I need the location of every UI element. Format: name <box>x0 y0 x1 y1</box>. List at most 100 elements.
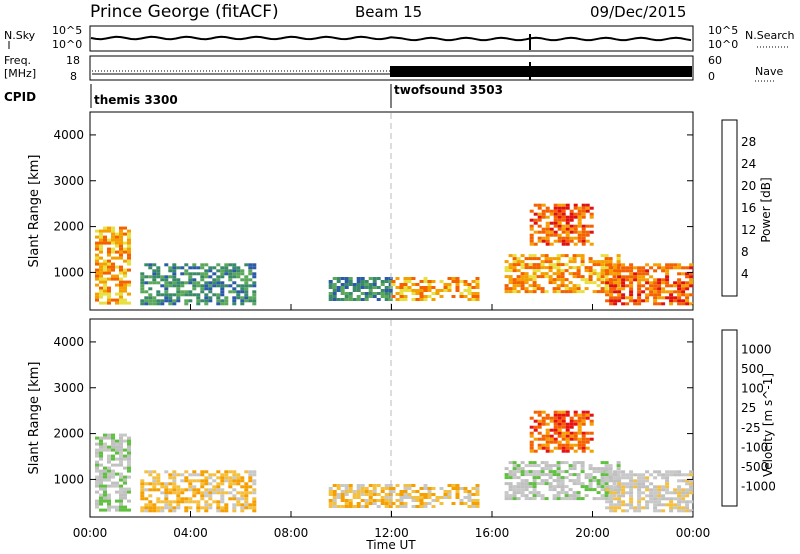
range-cell <box>637 506 642 510</box>
range-cell <box>556 272 561 276</box>
range-cell <box>192 278 197 282</box>
range-cell <box>629 293 634 297</box>
range-cell <box>564 287 569 291</box>
range-cell <box>344 499 349 502</box>
range-cell <box>512 284 517 288</box>
range-cell <box>152 296 157 300</box>
range-cell <box>617 482 622 486</box>
range-cell <box>681 290 686 294</box>
range-cell <box>549 434 554 438</box>
range-cell <box>600 497 605 501</box>
range-cell <box>576 461 581 465</box>
range-cell <box>561 215 566 219</box>
range-cell <box>677 491 682 495</box>
range-cell <box>681 473 686 477</box>
range-cell <box>536 494 541 498</box>
range-cell <box>532 497 537 501</box>
range-cell <box>625 284 630 288</box>
range-cell <box>180 272 185 276</box>
range-cell <box>196 506 201 510</box>
range-cell <box>336 493 341 496</box>
range-cell <box>537 431 542 435</box>
range-cell <box>95 241 99 245</box>
range-cell <box>569 236 574 240</box>
range-cell <box>528 473 533 477</box>
range-cell <box>252 506 257 510</box>
range-cell <box>103 442 107 446</box>
range-cell <box>184 506 189 510</box>
range-cell <box>585 410 590 414</box>
range-cell <box>475 484 480 487</box>
range-cell <box>565 446 570 450</box>
range-cell <box>188 293 193 297</box>
range-cell <box>560 272 565 276</box>
range-cell <box>119 451 123 455</box>
range-cell <box>552 464 557 468</box>
range-cell <box>504 467 509 471</box>
range-cell <box>220 506 225 510</box>
range-cell <box>119 289 123 293</box>
range-cell <box>95 442 99 446</box>
range-cell <box>340 292 345 295</box>
range-cell <box>115 250 119 254</box>
range-cell <box>168 476 173 480</box>
range-cell <box>592 290 597 294</box>
range-cell <box>471 493 476 496</box>
range-cell <box>475 493 480 496</box>
range-cell <box>577 233 582 237</box>
range-cell <box>419 487 424 490</box>
range-cell <box>455 289 460 292</box>
range-cell <box>529 434 534 438</box>
range-cell <box>220 509 225 513</box>
range-cell <box>176 296 181 300</box>
range-cell <box>156 506 161 510</box>
range-cell <box>673 470 678 474</box>
range-cell <box>119 277 123 281</box>
range-cell <box>176 299 181 303</box>
range-cell <box>577 209 582 213</box>
range-cell <box>115 256 119 260</box>
range-cell <box>532 479 537 483</box>
range-cell <box>580 485 585 489</box>
range-cell <box>123 298 127 302</box>
range-cell <box>553 428 558 432</box>
range-cell <box>407 496 412 499</box>
range-cell <box>608 467 613 471</box>
range-cell <box>95 460 99 464</box>
range-cell <box>565 431 570 435</box>
range-cell <box>681 281 686 285</box>
range-cell <box>516 470 521 474</box>
range-cell <box>455 496 460 499</box>
range-cell <box>561 419 566 423</box>
freq-label-1: Freq. <box>4 54 31 67</box>
range-cell <box>621 476 626 480</box>
range-cell <box>512 488 517 492</box>
range-cell <box>172 491 177 495</box>
range-cell <box>248 266 253 270</box>
range-cell <box>411 298 416 301</box>
range-cell <box>236 293 241 297</box>
range-cell <box>140 281 145 285</box>
range-cell <box>411 490 416 493</box>
range-cell <box>196 296 201 300</box>
range-cell <box>609 302 614 306</box>
range-cell <box>561 203 566 207</box>
range-cell <box>172 488 177 492</box>
velocity-colorbar-label: Velocity [m s^-1] <box>761 373 775 477</box>
range-cell <box>621 302 626 306</box>
range-cell <box>592 470 597 474</box>
range-cell <box>508 263 513 267</box>
range-cell <box>403 484 408 487</box>
range-cell <box>115 508 119 512</box>
nsky-label: N.Sky <box>4 29 36 42</box>
range-cell <box>140 491 145 495</box>
range-cell <box>661 302 666 306</box>
freq-panel-frame <box>89 55 694 81</box>
range-cell <box>232 272 237 276</box>
range-cell <box>240 269 245 273</box>
range-cell <box>565 242 570 246</box>
range-cell <box>585 224 590 228</box>
range-cell <box>443 286 448 289</box>
range-cell <box>565 206 570 210</box>
